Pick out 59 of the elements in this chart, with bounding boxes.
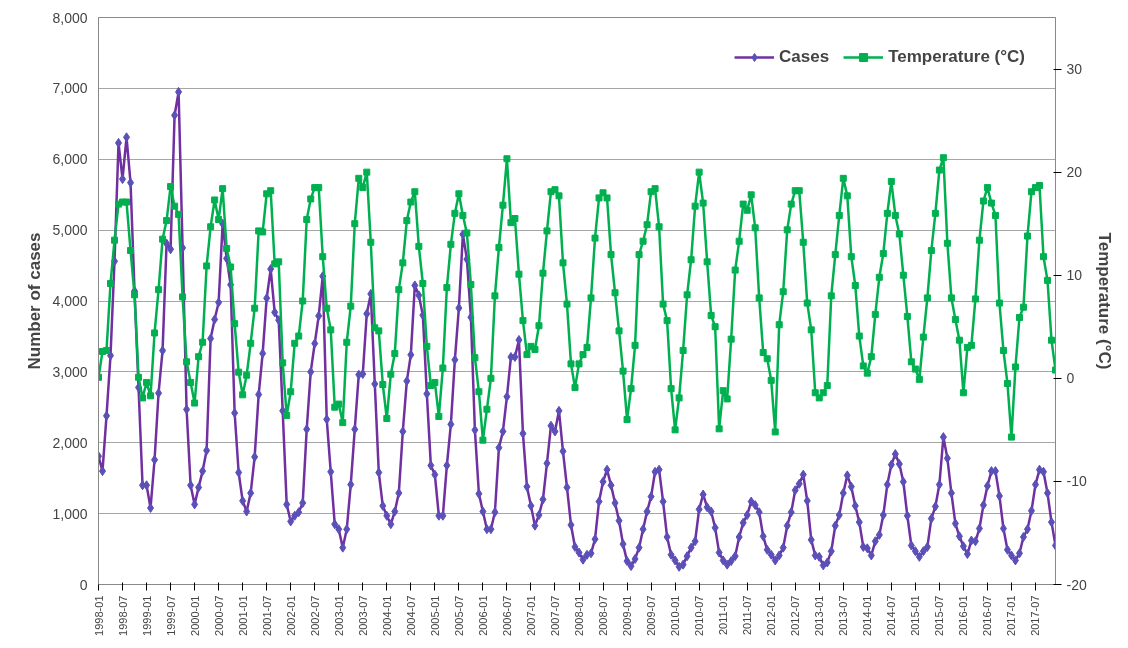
x-tick-label: 2001-07 [260, 595, 273, 636]
x-tick-label: 2003-01 [332, 595, 345, 636]
x-tick-label: 2001-01 [236, 595, 249, 636]
x-tick-label: 2011-01 [717, 595, 730, 636]
y-tick-label: 2,000 [52, 434, 88, 451]
x-tick-label: 2014-01 [861, 595, 874, 636]
x-tick-label: 2017-07 [1029, 595, 1042, 636]
x-tick-label: 1999-01 [140, 595, 153, 636]
x-tick-label: 2010-01 [669, 595, 682, 636]
legend-label: Cases [779, 47, 830, 67]
x-tick-label: 2007-07 [548, 595, 561, 636]
x-tick-label: 2015-01 [909, 595, 922, 636]
x-tick-label: 2006-01 [476, 595, 489, 636]
y-tick-label: 5,000 [52, 222, 88, 239]
x-tick-label: 2009-01 [621, 595, 634, 636]
x-tick-label: 2015-07 [933, 595, 946, 636]
x-tick-label: 2016-07 [981, 595, 994, 636]
x-tick-label: 2003-07 [356, 595, 369, 636]
y-tick-label: 8,000 [52, 9, 88, 26]
x-tick-label: 1998-01 [92, 595, 105, 636]
x-tick-label: 2008-07 [597, 595, 610, 636]
x-tick-label: 2010-07 [693, 595, 706, 636]
x-tick-label: 2011-07 [741, 595, 754, 636]
y2-tick-label: 30 [1066, 61, 1083, 78]
x-tick-label: 2013-01 [813, 595, 826, 636]
x-tick-label: 2013-07 [837, 595, 850, 636]
y-tick-label: 3,000 [52, 363, 88, 380]
x-tick-label: 2009-07 [645, 595, 658, 636]
y-tick-label: 4,000 [52, 293, 88, 309]
x-tick-label: 2016-01 [957, 595, 970, 636]
y-tick-label: 7,000 [52, 80, 88, 97]
x-tick-label: 2005-01 [428, 595, 441, 636]
x-tick-label: 2000-07 [212, 595, 225, 636]
x-tick-label: 2004-07 [404, 595, 417, 636]
y2-tick-label: -10 [1066, 473, 1087, 490]
y2-tick-label: 10 [1066, 267, 1083, 284]
y-tick-label: 1,000 [52, 505, 88, 522]
x-tick-label: 2002-07 [308, 595, 321, 636]
x-tick-label: 2017-01 [1005, 595, 1018, 636]
y-tick-label: 0 [79, 576, 88, 593]
y2-tick-label: -20 [1066, 576, 1087, 593]
legend-label: Temperature (°C) [888, 47, 1025, 67]
x-tick-label: 2002-01 [284, 595, 297, 636]
y2-tick-label: 20 [1066, 164, 1083, 181]
x-tick-label: 2008-01 [573, 595, 585, 636]
x-tick-label: 2007-01 [524, 595, 537, 636]
y2-tick-label: 0 [1066, 370, 1075, 387]
y-axis-title: Number of cases [25, 232, 45, 370]
x-tick-label: 2004-01 [380, 595, 393, 636]
x-tick-label: 2012-07 [789, 595, 802, 636]
x-tick-label: 2012-01 [765, 595, 778, 636]
x-tick-label: 2014-07 [885, 595, 898, 636]
x-tick-label: 1999-07 [164, 595, 177, 636]
x-tick-label: 2000-01 [188, 595, 201, 636]
x-tick-label: 2005-07 [452, 595, 465, 636]
y2-axis-title: Temperature (°C) [1094, 232, 1114, 370]
x-tick-label: 1998-07 [116, 595, 129, 636]
y-tick-label: 6,000 [52, 151, 88, 168]
x-tick-label: 2006-07 [500, 595, 513, 636]
